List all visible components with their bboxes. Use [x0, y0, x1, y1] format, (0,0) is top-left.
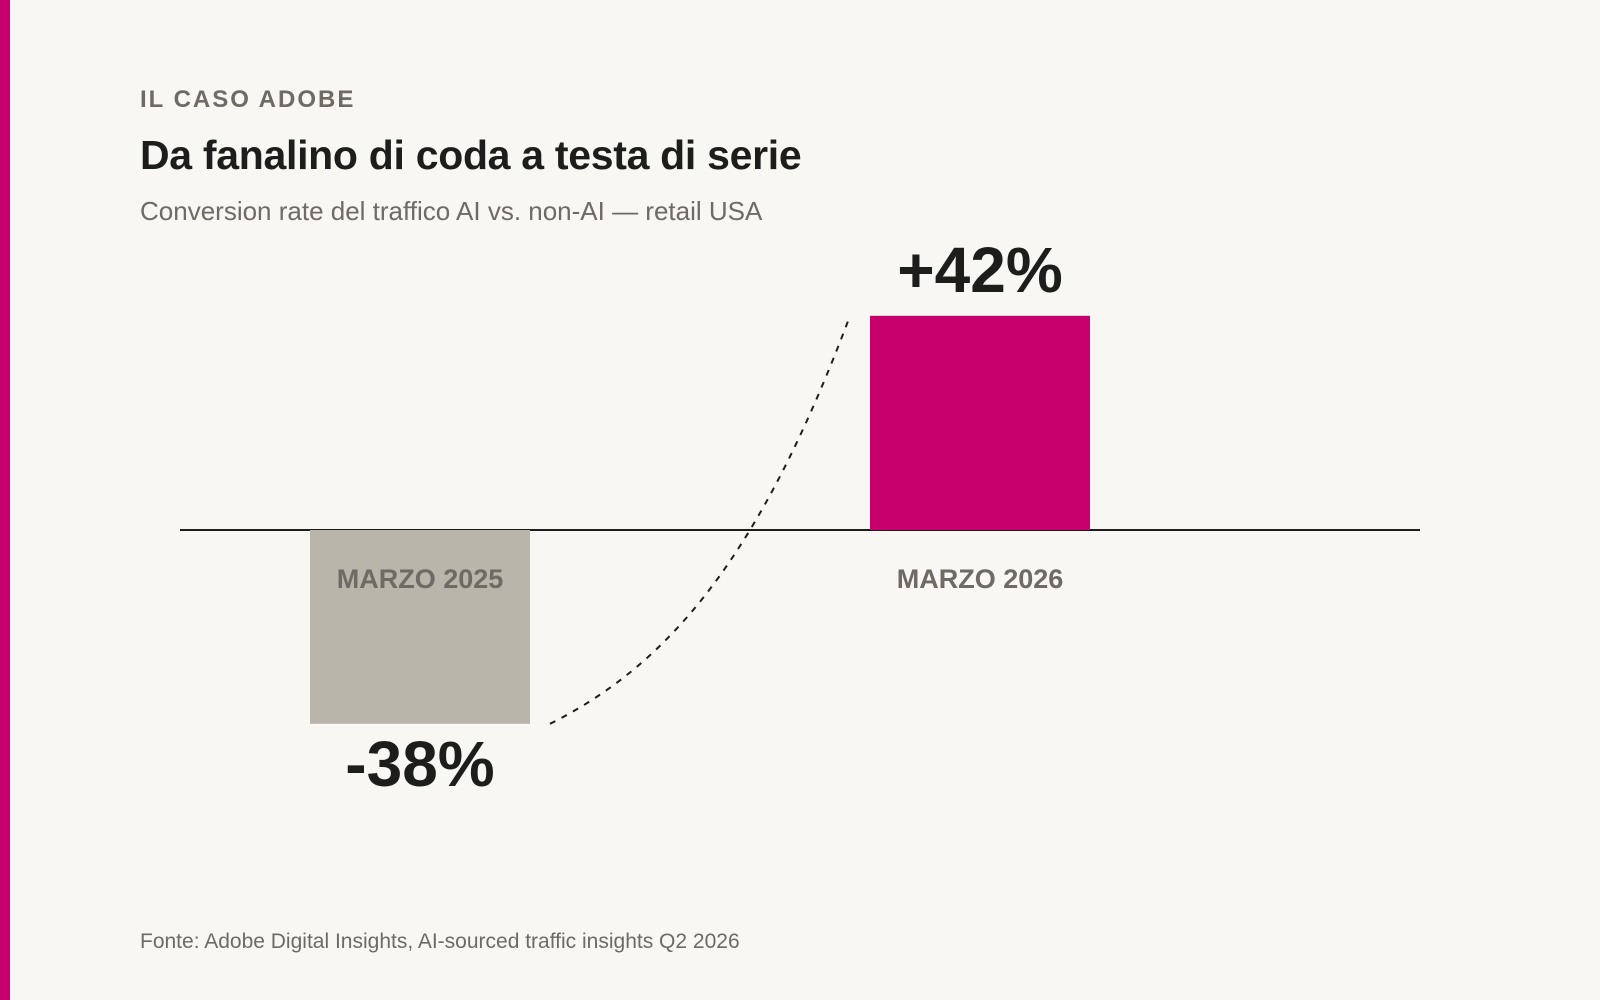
- chart-subtitle: Conversion rate del traffico AI vs. non-…: [140, 196, 763, 226]
- source-note: Fonte: Adobe Digital Insights, AI-source…: [140, 930, 740, 953]
- category-label-2: MARZO 2026: [897, 564, 1064, 594]
- chart-title: Da fanalino di coda a testa di serie: [140, 132, 802, 178]
- bar-1: [310, 530, 530, 724]
- eyebrow-label: IL CASO ADOBE: [140, 86, 356, 113]
- bar-2: [870, 315, 1090, 530]
- value-label-1: -38%: [345, 728, 494, 800]
- value-label-2: +42%: [897, 234, 1062, 306]
- category-label-1: MARZO 2025: [337, 564, 504, 594]
- accent-bar: [0, 0, 10, 1000]
- trend-connector: [549, 315, 851, 725]
